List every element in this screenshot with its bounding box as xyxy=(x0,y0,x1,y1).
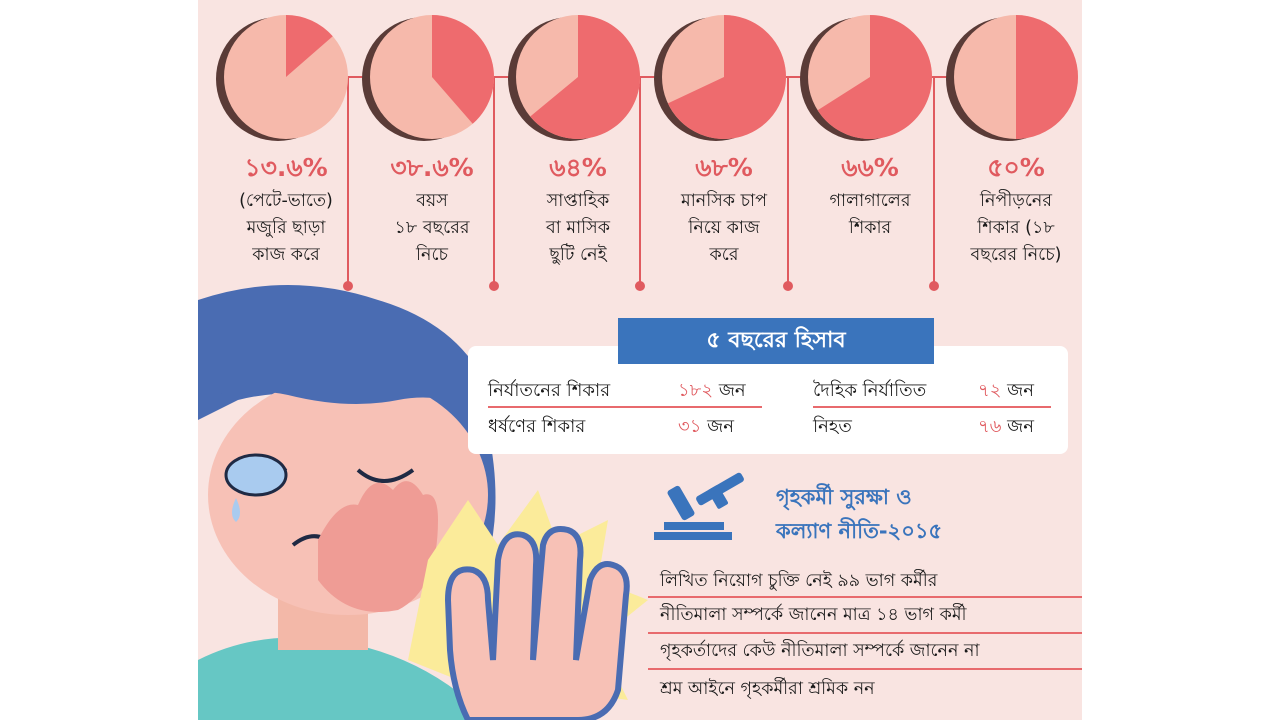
stat-description-line: সাপ্তাহিক xyxy=(546,191,610,211)
policy-title: গৃহকর্মী সুরক্ষা ও কল্যাণ নীতি-২০১৫ xyxy=(776,480,1076,548)
face-hand-shape xyxy=(318,481,438,612)
stat-percent: ৫০% xyxy=(987,153,1045,182)
divider-dot xyxy=(929,281,939,291)
pie-charts xyxy=(216,15,1078,291)
summary-row-killed: নিহত xyxy=(813,416,852,437)
shirt-shape xyxy=(198,637,478,720)
summary-count-raped: ৩১ জন xyxy=(678,416,734,437)
hair-fringe-shape xyxy=(198,285,498,420)
summary-label: নির্যাতনের শিকার xyxy=(488,380,611,401)
policy-fact: লিখিত নিয়োগ চুক্তি নেই ৯৯ ভাগ কর্মীর xyxy=(660,571,938,591)
stat-description-line: নিপীড়নের xyxy=(980,191,1052,211)
pie-value-slice xyxy=(1016,15,1078,139)
stat-description-line: নিয়ে কাজ xyxy=(688,218,760,238)
stat-description: বয়স ১৮ বছরের নিচে xyxy=(357,188,507,269)
stat-1: ১৩.৬% (পেটে-ভাতে) মজুরি ছাড়া কাজ করে xyxy=(211,150,361,269)
eye-tear-pool-shape xyxy=(224,453,288,497)
stat-description-line: কাজ করে xyxy=(252,245,320,265)
stat-description: গালাগালের শিকার xyxy=(795,188,945,242)
pie-value-slice xyxy=(817,15,932,140)
pie-value-slice xyxy=(432,15,494,124)
stat-percent: ১৩.৬% xyxy=(244,153,328,182)
stat-description-line: গালাগালের xyxy=(829,191,911,211)
summary-box: নির্যাতনের শিকার ১৮২ জন ধর্ষণের শিকার ৩১… xyxy=(468,346,1068,454)
stat-description: সাপ্তাহিক বা মাসিক ছুটি নেই xyxy=(503,188,653,269)
stat-percent: ৬৪% xyxy=(549,153,607,182)
stat-description: মানসিক চাপ নিয়ে কাজ করে xyxy=(649,188,799,269)
policy-title-line1: গৃহকর্মী সুরক্ষা ও xyxy=(776,485,912,509)
raised-hand-shape xyxy=(444,526,630,720)
summary-count-physically-abused: ৭২ জন xyxy=(978,380,1035,401)
stat-percent: ৬৬% xyxy=(841,153,899,182)
stat-description-line: নিচে xyxy=(416,245,448,265)
stat-percent: ৬৮% xyxy=(695,153,753,182)
policy-fact: নীতিমালা সম্পর্কে জানেন মাত্র ১৪ ভাগ কর্… xyxy=(660,605,967,625)
stat-description-line: ছুটি নেই xyxy=(549,245,607,265)
pie-4 xyxy=(654,15,786,141)
stat-4: ৬৮% মানসিক চাপ নিয়ে কাজ করে xyxy=(649,150,799,269)
pie-5 xyxy=(800,15,932,141)
stat-percent: ৩৮.৬% xyxy=(390,153,474,182)
summary-title: ৫ বছরের হিসাব xyxy=(618,318,934,364)
stat-3: ৬৪% সাপ্তাহিক বা মাসিক ছুটি নেই xyxy=(503,150,653,269)
stat-description-line: মানসিক চাপ xyxy=(680,191,767,211)
stat-6: ৫০% নিপীড়নের শিকার (১৮ বছরের নিচে) xyxy=(941,150,1082,269)
stat-description-line: শিকার xyxy=(848,218,892,238)
stat-description-line: ১৮ বছরের xyxy=(394,218,470,238)
pie-value-slice xyxy=(667,15,786,139)
stat-description-line: বা মাসিক xyxy=(546,218,610,238)
crying-woman-illustration xyxy=(198,285,648,720)
divider-dot xyxy=(783,281,793,291)
infographic: ১৩.৬% (পেটে-ভাতে) মজুরি ছাড়া কাজ করে ৩৮.৬% ব… xyxy=(198,0,1082,720)
pie-value-slice xyxy=(286,15,333,77)
stat-description-line: শিকার (১৮ xyxy=(977,218,1055,238)
stat-description-line: (পেটে-ভাতে) xyxy=(239,191,333,211)
divider-dot xyxy=(343,281,353,291)
summary-row-raped: ধর্ষণের শিকার xyxy=(488,416,586,437)
stat-description-line: বয়স xyxy=(416,191,448,211)
gavel-icon xyxy=(654,472,744,540)
pie-value-slice xyxy=(530,15,640,140)
divider-dot xyxy=(635,281,645,291)
pie-3 xyxy=(508,15,640,141)
tear-icon xyxy=(232,498,240,522)
divider-dot xyxy=(489,281,499,291)
summary-count-tortured: ১৮২ জন xyxy=(678,380,746,401)
stat-2: ৩৮.৬% বয়স ১৮ বছরের নিচে xyxy=(357,150,507,269)
policy-fact: গৃহকর্তাদের কেউ নীতিমালা সম্পর্কে জানেন … xyxy=(660,641,980,661)
pie-1 xyxy=(216,15,348,141)
policy-fact: শ্রম আইনে গৃহকর্মীরা শ্রমিক নন xyxy=(660,679,875,699)
stat-5: ৬৬% গালাগালের শিকার xyxy=(795,150,945,242)
summary-count-killed: ৭৬ জন xyxy=(978,416,1035,437)
summary-row-tortured: নির্যাতনের শিকার xyxy=(488,376,610,406)
policy-title-line2: কল্যাণ নীতি-২০১৫ xyxy=(776,519,943,543)
stat-description-line: করে xyxy=(709,245,739,265)
stat-description-line: বছরের নিচে) xyxy=(970,245,1062,265)
stat-description-line: মজুরি ছাড়া xyxy=(246,218,326,238)
pie-2 xyxy=(362,15,494,141)
stat-description: (পেটে-ভাতে) মজুরি ছাড়া কাজ করে xyxy=(211,188,361,269)
summary-row-physically-abused: দৈহিক নির্যাতিত xyxy=(813,380,927,401)
right-eye-shape xyxy=(356,468,415,483)
stat-description: নিপীড়নের শিকার (১৮ বছরের নিচে) xyxy=(941,188,1082,269)
pie-6 xyxy=(946,15,1078,141)
